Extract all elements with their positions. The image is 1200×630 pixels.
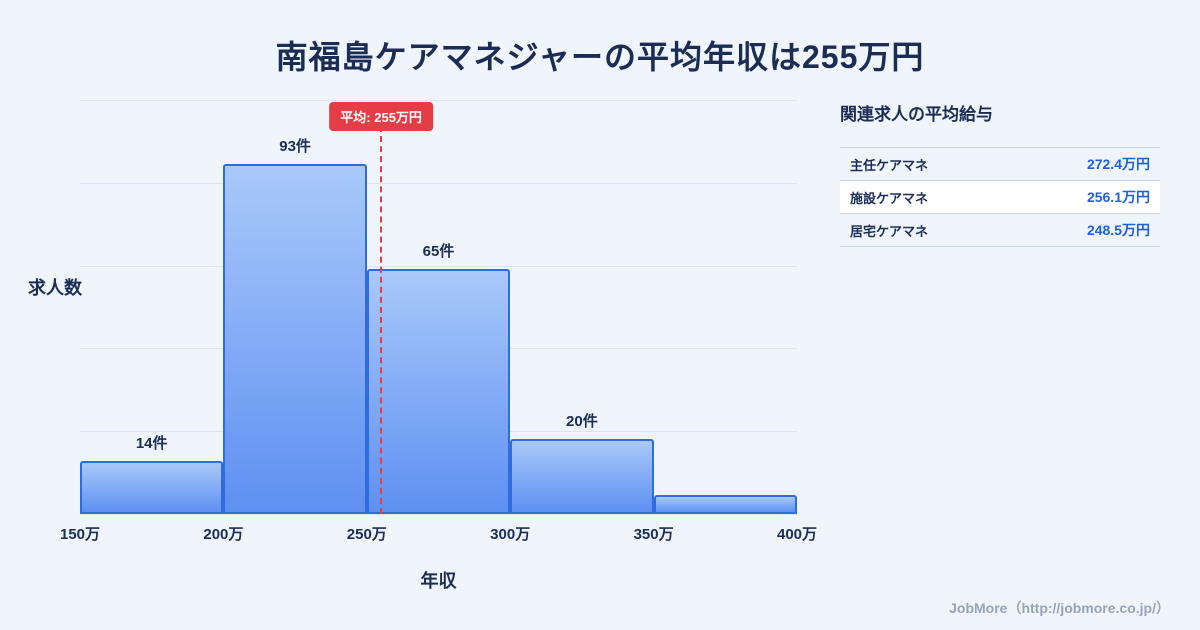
average-line [380, 126, 383, 514]
bar-value-label: 93件 [279, 137, 311, 155]
x-axis-ticks: 150万 200万 250万 300万 350万 400万 [60, 523, 817, 545]
histogram-bar [366, 269, 511, 514]
salary-row-value: 272.4万円 [1086, 156, 1150, 172]
x-tick-label: 250万 [346, 526, 387, 543]
histogram-bar [653, 495, 797, 514]
salary-row-label: 施設ケアマネ [850, 190, 929, 206]
x-tick-label: 300万 [490, 526, 531, 543]
y-axis-label: 求人数 [28, 278, 82, 298]
salary-row-value: 256.1万円 [1086, 189, 1150, 205]
x-tick-label: 200万 [203, 526, 244, 543]
gridline [80, 182, 797, 184]
x-tick-label: 350万 [633, 526, 674, 543]
table-row: 主任ケアマネ 272.4万円 [840, 148, 1160, 181]
histogram-bar [510, 438, 654, 514]
salary-table: 主任ケアマネ 272.4万円 施設ケアマネ 256.1万円 居宅ケアマネ 248… [840, 147, 1160, 247]
x-tick-label: 150万 [59, 526, 101, 543]
panel-title: 関連求人の平均給与 [840, 105, 993, 124]
table-row: 居宅ケアマネ 248.5万円 [840, 214, 1160, 247]
footer-credit: JobMore（http://jobmore.co.jp/） [949, 600, 1170, 616]
plot-area: 平均: 255万円 14件 93件 65件 20件 [80, 100, 797, 515]
salary-row-label: 主任ケアマネ [850, 157, 929, 173]
bar-value-label: 20件 [566, 412, 598, 430]
bar-value-label: 65件 [422, 243, 455, 261]
gridline [80, 514, 797, 515]
bar-value-label: 14件 [135, 435, 168, 453]
table-row: 施設ケアマネ 256.1万円 [840, 181, 1160, 214]
histogram-bar [223, 163, 367, 514]
x-axis-label: 年収 [420, 571, 457, 591]
histogram-bar [80, 461, 224, 514]
gridline [80, 265, 797, 267]
x-tick-label: 400万 [776, 526, 818, 543]
salary-row-label: 居宅ケアマネ [850, 223, 929, 239]
page-title: 南福島ケアマネジャーの平均年収は255万円 [275, 39, 925, 75]
average-badge: 平均: 255万円 [329, 102, 433, 131]
salary-row-value: 248.5万円 [1086, 222, 1150, 238]
gridline [80, 100, 797, 101]
related-salary-panel: 関連求人の平均給与 主任ケアマネ 272.4万円 施設ケアマネ 256.1万円 … [840, 100, 1160, 247]
